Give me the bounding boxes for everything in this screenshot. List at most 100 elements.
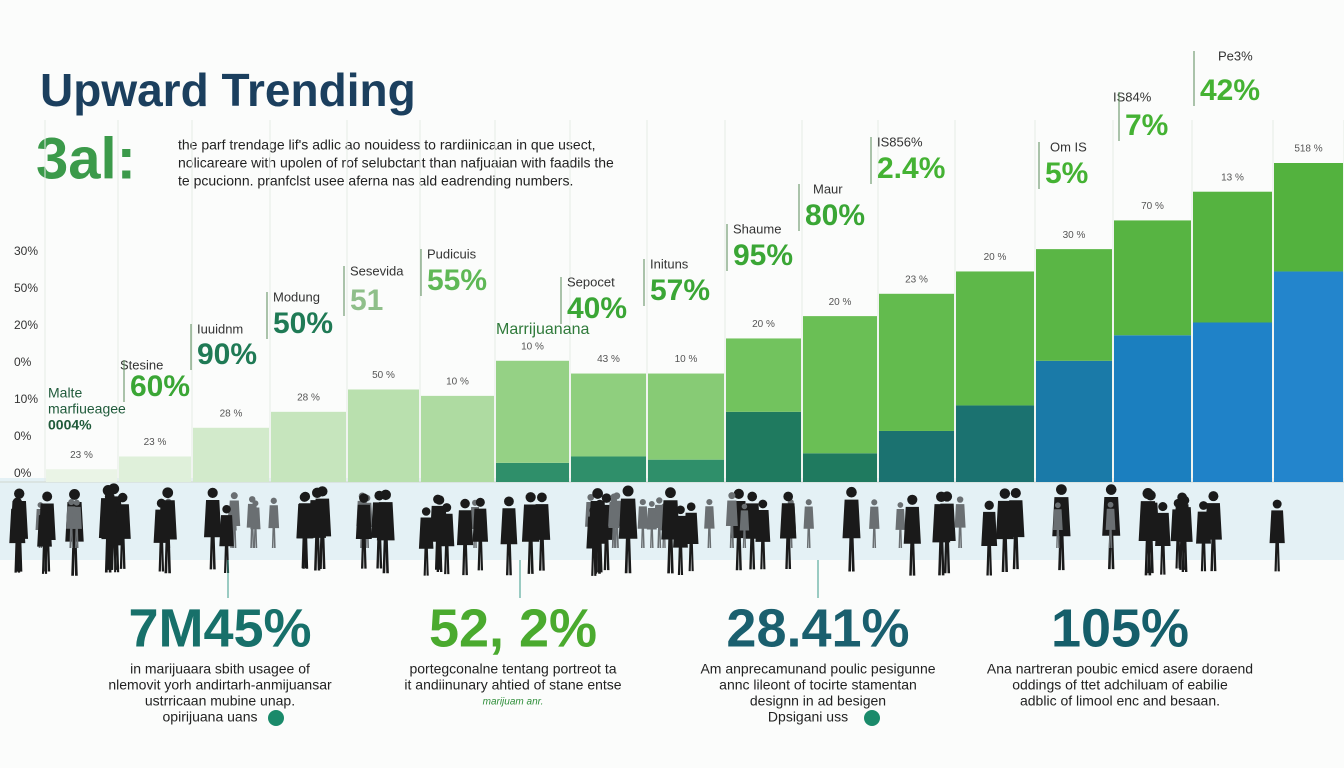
person-body — [661, 500, 680, 574]
person-head — [733, 488, 744, 499]
person — [500, 496, 518, 576]
person-head — [999, 488, 1011, 499]
bar-label: 20 % — [984, 252, 1007, 263]
bar-segment — [1193, 322, 1272, 482]
chart-title: Upward Trending — [40, 64, 416, 116]
bar-segment — [496, 360, 569, 463]
person — [618, 485, 638, 574]
person-body — [1196, 511, 1211, 572]
person — [71, 499, 82, 548]
person-head — [601, 493, 612, 503]
person — [355, 493, 372, 569]
stat-value: 7M45% — [128, 598, 311, 658]
stat-value: 105% — [1051, 598, 1189, 658]
person-body — [588, 500, 607, 574]
person-head — [312, 487, 323, 498]
annotation-caption: Shaume — [733, 221, 781, 236]
subtitle-line: the parf trendage lif's adlic ao nouides… — [178, 137, 595, 153]
annotation-value: 57% — [650, 274, 710, 307]
person — [739, 503, 750, 548]
bar-segment — [648, 373, 724, 460]
person — [10, 488, 29, 572]
bar-label: 23 % — [70, 450, 93, 461]
person-body — [1053, 509, 1063, 548]
person — [456, 498, 474, 576]
stat-value: 28.41% — [726, 598, 909, 658]
stat-line: nlemovit yorh andirtarh-anmijuansar — [108, 677, 332, 693]
person-head — [230, 492, 238, 500]
person-head — [222, 504, 231, 514]
person-body — [779, 503, 797, 570]
annotation-value: 55% — [427, 264, 487, 297]
bar-segment — [726, 338, 801, 412]
person — [755, 499, 771, 570]
person-head — [1107, 501, 1114, 508]
side-note: 0004% — [48, 417, 92, 433]
person-body — [37, 515, 52, 574]
person-body — [114, 504, 131, 569]
bar-segment — [1274, 163, 1343, 272]
person-head — [728, 492, 736, 500]
stat-value: 52, 2% — [429, 598, 597, 658]
person-head — [1145, 490, 1156, 501]
person-body — [500, 508, 518, 576]
annotation-caption: IS84% — [1113, 89, 1152, 104]
axis-label: 0% — [14, 355, 32, 369]
person — [608, 497, 620, 548]
bar-label: 28 % — [220, 408, 243, 419]
person-body — [903, 506, 921, 576]
stat-line: annc lileont of tocirte stamentan — [719, 677, 917, 693]
person-head — [359, 493, 369, 503]
annotation-caption: Inituns — [650, 256, 689, 271]
annotation-value: 40% — [567, 292, 627, 325]
annotation-caption: Stesine — [120, 357, 163, 372]
person — [98, 484, 118, 573]
bar-segment — [803, 453, 877, 482]
person-head — [747, 491, 758, 502]
person — [954, 496, 966, 548]
person-head — [68, 499, 75, 506]
person — [1105, 501, 1116, 548]
person-head — [69, 488, 80, 500]
person-head — [610, 497, 618, 504]
person-body — [995, 500, 1014, 573]
person-head — [656, 497, 663, 504]
bar-segment — [879, 293, 954, 431]
annotation-caption: Sepocet — [567, 274, 615, 289]
person-body — [418, 517, 434, 576]
person-body — [981, 511, 998, 576]
bar-segment — [119, 456, 191, 482]
person — [803, 499, 814, 548]
person-head — [433, 494, 443, 504]
person-head — [783, 491, 794, 502]
person — [246, 496, 258, 548]
person — [418, 507, 434, 576]
person-head — [299, 492, 310, 502]
person — [932, 491, 951, 576]
person-head — [805, 499, 812, 506]
annotation-caption: Iuuidnm — [197, 321, 243, 336]
person-head — [706, 498, 713, 506]
annotation-value: 50% — [273, 307, 333, 340]
annotation-caption: Modung — [273, 289, 320, 304]
person-head — [846, 486, 857, 498]
person-body — [755, 510, 771, 570]
person — [371, 490, 388, 569]
person — [219, 504, 234, 573]
person-body — [954, 504, 966, 548]
bar-label: 518 % — [1294, 144, 1322, 155]
stat-line: in marijuaara sbith usagee of — [130, 661, 310, 677]
person — [895, 502, 906, 548]
person-body — [355, 504, 372, 569]
person-body — [803, 506, 814, 548]
person-head — [248, 496, 256, 503]
person-body — [10, 500, 29, 572]
annotation-caption: Sesevida — [350, 263, 404, 278]
stat-line: portegconalne tentang portreot ta — [409, 661, 616, 677]
bar-segment — [803, 316, 877, 454]
person-body — [296, 503, 313, 569]
person-body — [1176, 507, 1193, 572]
stat-line: designn in ad besigen — [750, 693, 886, 709]
bar-label: 13 % — [1221, 172, 1244, 183]
